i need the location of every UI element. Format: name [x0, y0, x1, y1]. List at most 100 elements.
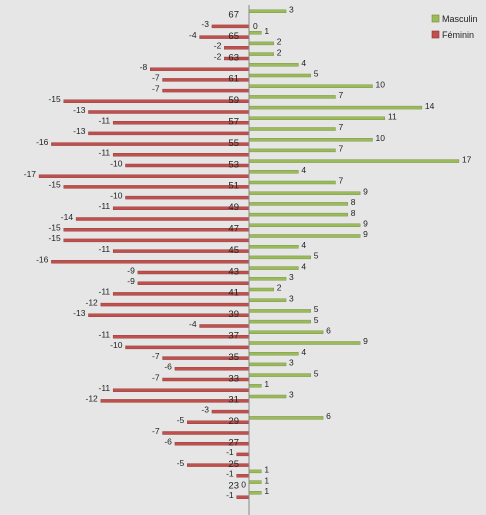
bar-masculin-48 [248, 212, 349, 217]
value-label-feminin-56: -13 [73, 126, 86, 136]
bar-masculin-33 [248, 373, 311, 377]
value-label-masculin-24: 1 [264, 465, 269, 475]
bar-masculin-49 [248, 202, 349, 206]
bar-feminin-48 [75, 217, 250, 221]
value-label-feminin-23: 0 [241, 479, 246, 489]
value-label-masculin-31: 3 [289, 390, 294, 400]
value-label-masculin-44: 5 [314, 251, 319, 261]
value-label-feminin-66: -3 [201, 19, 209, 29]
bar-feminin-22 [236, 495, 250, 499]
bar-masculin-40 [248, 298, 287, 302]
value-label-masculin-40: 3 [289, 293, 294, 303]
value-label-feminin-55: -16 [36, 137, 49, 147]
legend: Masculin Féminin [431, 14, 478, 40]
bar-feminin-60 [162, 88, 250, 93]
value-label-feminin-32: -11 [98, 383, 110, 393]
tick-label-31: 31 [228, 395, 239, 406]
value-label-masculin-23: 1 [264, 475, 269, 485]
bar-masculin-54 [248, 148, 336, 153]
bar-masculin-23 [248, 480, 262, 484]
bar-masculin-60 [248, 84, 373, 88]
value-label-masculin-64: 2 [277, 37, 282, 47]
bar-feminin-54 [112, 153, 250, 157]
value-label-feminin-36: -10 [110, 340, 123, 350]
tick-label-33: 33 [228, 373, 239, 384]
bar-masculin-47 [248, 223, 361, 228]
value-label-masculin-48: 8 [351, 208, 356, 218]
bar-masculin-61 [248, 73, 311, 78]
bar-feminin-64 [224, 46, 250, 50]
value-label-feminin-25: -5 [177, 458, 185, 468]
bar-feminin-66 [211, 24, 250, 29]
bar-masculin-44 [248, 255, 311, 260]
value-label-feminin-49: -11 [98, 201, 110, 211]
tick-label-55: 55 [228, 138, 239, 149]
bar-feminin-52 [38, 174, 250, 178]
value-label-masculin-58: 14 [425, 101, 435, 111]
bar-feminin-55 [51, 142, 250, 146]
bar-masculin-37 [248, 330, 324, 334]
tick-label-45: 45 [228, 245, 239, 256]
bar-masculin-42 [248, 277, 287, 281]
value-label-feminin-33: -7 [152, 372, 160, 382]
value-label-feminin-41: -11 [98, 287, 110, 297]
bar-masculin-56 [248, 127, 336, 131]
bar-masculin-29 [248, 416, 324, 420]
bar-feminin-44 [51, 260, 250, 264]
value-label-feminin-43: -9 [127, 265, 135, 275]
legend-swatch-masculin [431, 14, 440, 23]
value-label-masculin-29: 6 [326, 411, 331, 421]
value-label-feminin-42: -9 [127, 276, 135, 286]
bar-masculin-45 [248, 244, 299, 249]
value-label-feminin-29: -5 [177, 415, 185, 425]
bar-masculin-52 [248, 170, 299, 174]
value-label-feminin-53: -10 [110, 158, 123, 168]
value-label-feminin-31: -12 [86, 394, 99, 404]
bar-masculin-46 [248, 234, 361, 238]
value-label-masculin-45: 4 [301, 240, 306, 250]
bar-masculin-34 [248, 362, 287, 367]
value-label-feminin-26: -1 [226, 447, 234, 457]
tick-label-63: 63 [228, 52, 239, 63]
value-label-feminin-47: -15 [48, 223, 61, 233]
bar-feminin-46 [63, 238, 250, 243]
tick-label-43: 43 [228, 266, 239, 277]
value-label-feminin-28: -7 [152, 426, 160, 436]
value-label-masculin-60: 10 [376, 79, 386, 89]
value-label-feminin-60: -7 [152, 83, 160, 93]
bar-feminin-30 [211, 409, 250, 414]
bar-feminin-31 [100, 399, 250, 403]
bar-feminin-56 [88, 131, 250, 136]
tick-label-35: 35 [228, 352, 239, 363]
bar-feminin-26 [236, 452, 250, 457]
value-label-masculin-63: 2 [277, 47, 282, 57]
bar-feminin-24 [236, 474, 250, 478]
value-label-feminin-38: -4 [189, 319, 197, 329]
legend-swatch-feminin [431, 30, 440, 39]
value-label-masculin-54: 7 [338, 144, 343, 154]
value-label-masculin-67: 3 [289, 5, 294, 15]
value-label-feminin-40: -12 [86, 297, 99, 307]
tick-label-41: 41 [228, 288, 239, 299]
bar-masculin-35 [248, 352, 299, 356]
value-label-masculin-43: 4 [301, 261, 306, 271]
value-label-feminin-24: -1 [226, 469, 234, 479]
bar-feminin-36 [125, 345, 250, 350]
value-label-feminin-65: -4 [189, 30, 197, 40]
bar-masculin-41 [248, 287, 274, 292]
bar-feminin-40 [100, 302, 250, 307]
bar-feminin-50 [125, 195, 250, 200]
value-label-masculin-22: 1 [264, 486, 269, 496]
value-label-feminin-30: -3 [201, 404, 209, 414]
bar-feminin-25 [187, 463, 250, 467]
value-label-masculin-46: 9 [363, 229, 368, 239]
value-label-masculin-37: 6 [326, 326, 331, 336]
tick-label-61: 61 [228, 74, 239, 85]
bar-masculin-67 [248, 9, 287, 14]
value-label-masculin-57: 11 [388, 112, 397, 122]
bar-masculin-51 [248, 180, 336, 185]
value-label-feminin-39: -13 [73, 308, 86, 318]
value-label-masculin-41: 2 [277, 283, 282, 293]
